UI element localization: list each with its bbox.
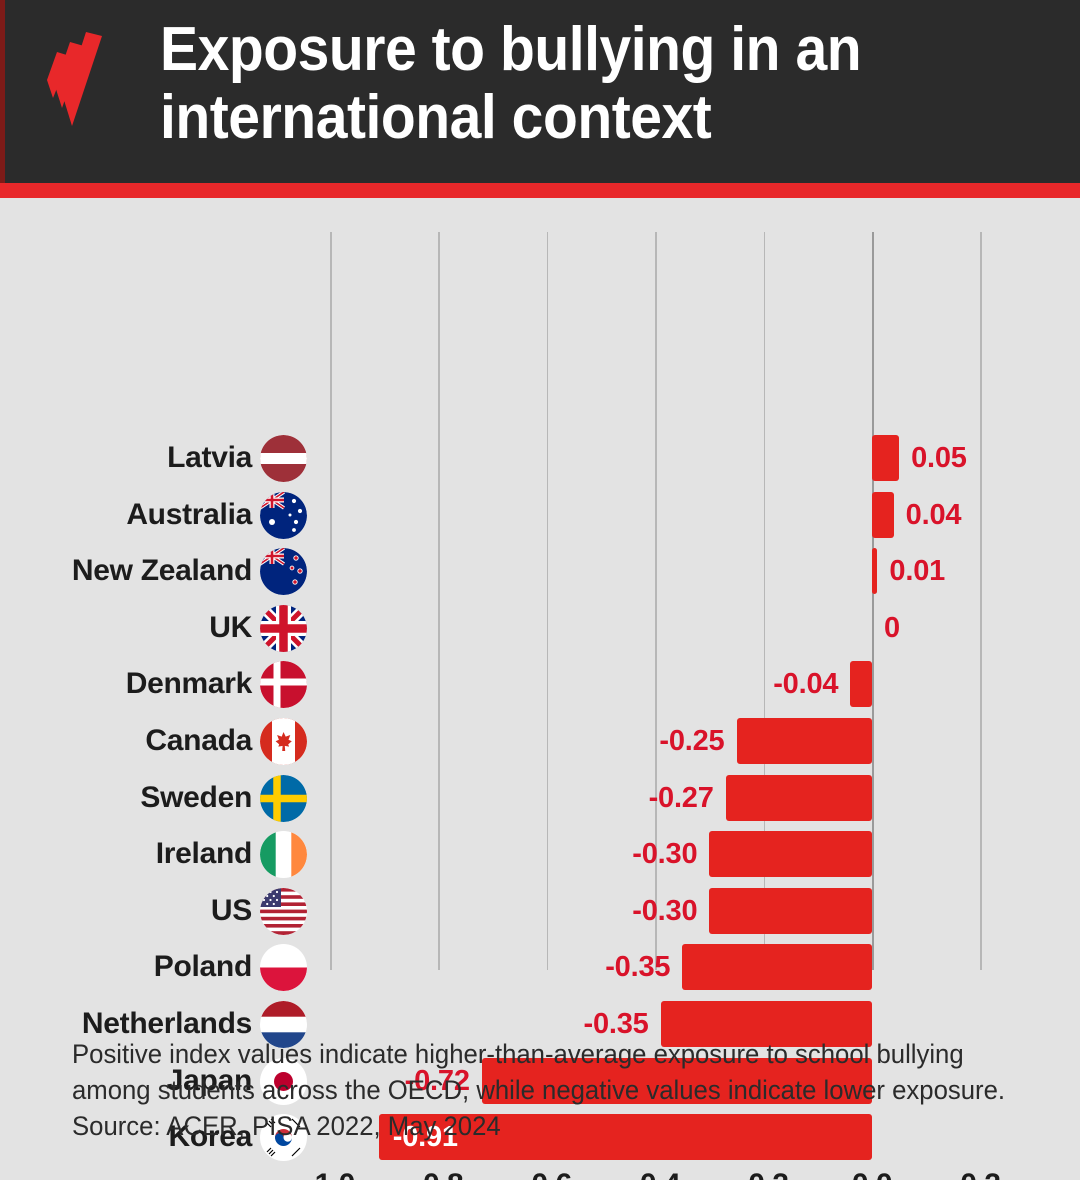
sbs-logo	[42, 30, 108, 128]
gridline--1	[330, 232, 332, 970]
value-label-netherlands: -0.35	[583, 1007, 649, 1040]
gridline--0.8	[438, 232, 440, 970]
chart-row: Netherlands -0.35	[0, 996, 1080, 1053]
country-label-poland: Poland	[153, 950, 253, 984]
value-label-poland: -0.35	[605, 951, 671, 984]
gridline--0.2	[763, 232, 766, 970]
country-label-australia: Australia	[126, 497, 252, 531]
gridline-0.2	[980, 232, 982, 970]
us-flag	[260, 887, 307, 935]
chart-rows: Latvia 0.05 Australia 0.04 New Zealand 0.01 UK…	[0, 430, 1080, 1166]
bar-poland	[682, 944, 872, 991]
chart-row: Denmark -0.04	[0, 656, 1080, 713]
x-tick-0.2: 0.2	[960, 1168, 1001, 1180]
chart-row: Korea -0.91	[0, 1109, 1080, 1166]
value-label-us: -0.30	[632, 894, 698, 927]
canada-flag	[260, 717, 307, 765]
country-label-canada: Canada	[145, 723, 252, 757]
x-tick--0.6: -0.6	[522, 1168, 572, 1180]
denmark-flag	[260, 661, 307, 709]
poland-flag	[260, 944, 307, 992]
value-label-denmark: -0.04	[773, 668, 839, 701]
x-axis: -1.0 -0.8 -0.6 -0.4 -0.2 0.0 0.2	[0, 1168, 1080, 1180]
japan-flag	[260, 1057, 307, 1105]
bar-canada	[736, 717, 872, 764]
country-label-uk: UK	[209, 610, 252, 644]
gridline--0.4	[655, 232, 657, 970]
chart-row: Japan -0.72	[0, 1053, 1080, 1110]
header-left-accent	[0, 0, 5, 183]
x-tick-0: 0.0	[852, 1168, 893, 1180]
bar-new-zealand	[872, 548, 878, 595]
ireland-flag	[260, 831, 307, 879]
gridline--0.6	[546, 232, 549, 970]
netherlands-flag	[260, 1000, 307, 1048]
country-label-denmark: Denmark	[125, 667, 253, 701]
value-label-japan: -0.72	[404, 1064, 470, 1097]
x-tick--0.4: -0.4	[630, 1168, 680, 1180]
value-label-new-zealand: 0.01	[889, 555, 946, 588]
bar-ireland	[709, 831, 872, 878]
bar-chart: Latvia 0.05 Australia 0.04 New Zealand 0.01 UK…	[0, 198, 1080, 1180]
country-label-korea: Korea	[168, 1120, 252, 1154]
chart-row: UK 0	[0, 600, 1080, 657]
x-tick--0.2: -0.2	[739, 1168, 789, 1180]
latvia-flag	[260, 435, 307, 482]
value-label-canada: -0.25	[659, 724, 725, 757]
chart-row: New Zealand 0.01	[0, 543, 1080, 600]
page-title: Exposure to bullying in an international…	[160, 15, 862, 152]
chart-caption: Positive index values indicate higher-th…	[72, 1039, 1006, 1141]
country-label-ireland: Ireland	[155, 837, 253, 871]
country-label-latvia: Latvia	[167, 441, 252, 474]
country-label-us: US	[210, 893, 252, 927]
chart-row: Australia 0.04	[0, 487, 1080, 544]
uk-flag	[260, 604, 307, 652]
chart-row: US -0.30	[0, 883, 1080, 940]
value-label-sweden: -0.27	[648, 781, 714, 814]
country-label-japan: Japan	[166, 1063, 253, 1097]
bar-australia	[872, 491, 894, 538]
chart-row: Poland -0.35	[0, 939, 1080, 996]
country-label-netherlands: Netherlands	[81, 1006, 252, 1040]
bar-us	[709, 887, 872, 934]
gridline-0	[872, 232, 874, 970]
chart-row: Ireland -0.30	[0, 826, 1080, 883]
value-label-ireland: -0.30	[632, 838, 698, 871]
bar-sweden	[725, 774, 872, 821]
value-label-australia: 0.04	[905, 498, 962, 531]
bar-latvia	[872, 435, 900, 481]
value-label-uk: 0	[884, 611, 900, 644]
bar-japan	[481, 1057, 872, 1104]
korea-flag	[260, 1114, 307, 1162]
bar-korea	[378, 1114, 872, 1161]
australia-flag	[260, 491, 307, 539]
value-label-latvia: 0.05	[911, 442, 967, 474]
country-label-sweden: Sweden	[140, 780, 252, 814]
x-tick--0.8: -0.8	[414, 1168, 464, 1180]
chart-row: Canada -0.25	[0, 713, 1080, 770]
x-tick--1: -1.0	[305, 1168, 355, 1180]
chart-gridlines	[330, 232, 982, 970]
chart-row: Latvia 0.05	[0, 430, 1080, 487]
header-banner: Exposure to bullying in an international…	[0, 0, 1080, 183]
value-label-korea: -0.91	[392, 1121, 458, 1154]
bar-denmark	[850, 661, 872, 708]
new-zealand-flag	[260, 548, 307, 596]
country-label-new-zealand: New Zealand	[71, 554, 252, 588]
bar-netherlands	[660, 1000, 872, 1047]
sweden-flag	[260, 774, 307, 822]
chart-row: Sweden -0.27	[0, 770, 1080, 827]
header-red-rule	[0, 183, 1080, 198]
